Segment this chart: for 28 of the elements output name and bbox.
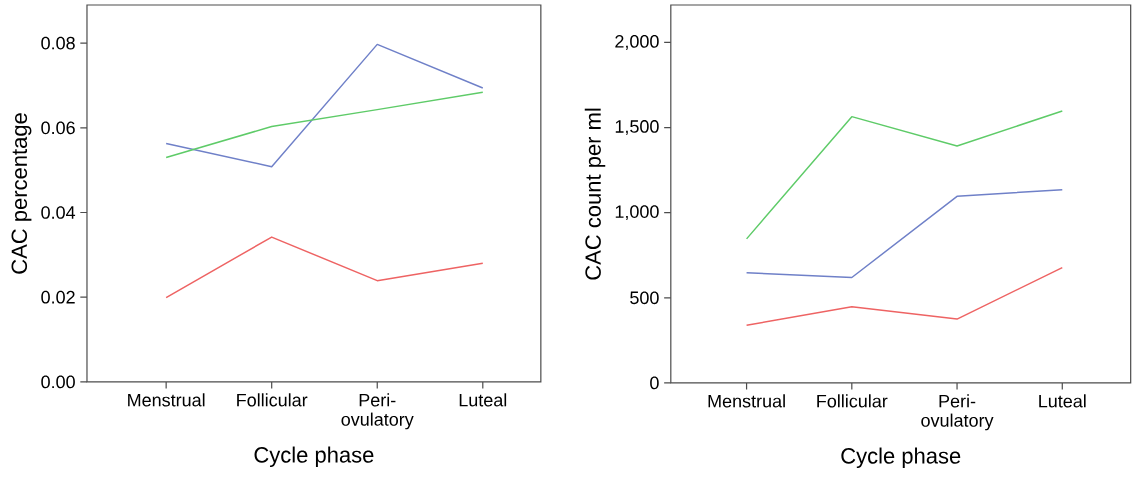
line-series — [165, 236, 484, 299]
x-tick-label: Menstrual — [128, 393, 205, 407]
x-tick-label: Follicular — [817, 394, 888, 408]
x-axis-title: Cycle phase — [254, 446, 374, 468]
x-tick-label: Menstrual — [708, 394, 785, 408]
y-tick-label: 500 — [630, 291, 659, 305]
y-tick-label: 0.00 — [41, 375, 75, 389]
y-tick-label: 2,000 — [615, 35, 659, 50]
y-tick-label: 0.08 — [41, 36, 75, 50]
x-tick-label: Luteal — [459, 393, 507, 407]
line-series — [745, 110, 1064, 240]
y-tick-label: 1,000 — [615, 205, 659, 221]
line-series — [745, 266, 1064, 326]
x-tick-label: Follicular — [237, 393, 308, 407]
x-tick-label: Luteal — [1039, 394, 1086, 408]
y-tick-label: 0.04 — [41, 206, 76, 219]
x-tick-label: Peri-ovulatory — [921, 394, 994, 431]
x-axis-title: Cycle phase — [841, 447, 961, 469]
y-tick-label: 1,500 — [615, 120, 659, 136]
x-tick-label: Peri-ovulatory — [341, 393, 414, 430]
line-series — [165, 43, 484, 168]
y-axis-title: CAC percentage — [11, 113, 32, 274]
line-series — [745, 189, 1064, 279]
y-axis-title: CAC count per ml — [584, 108, 606, 280]
y-tick-label: 0.02 — [41, 290, 75, 304]
y-tick-label: 0 — [650, 376, 659, 390]
y-tick-label: 0.06 — [41, 121, 75, 135]
line-series — [165, 91, 484, 159]
